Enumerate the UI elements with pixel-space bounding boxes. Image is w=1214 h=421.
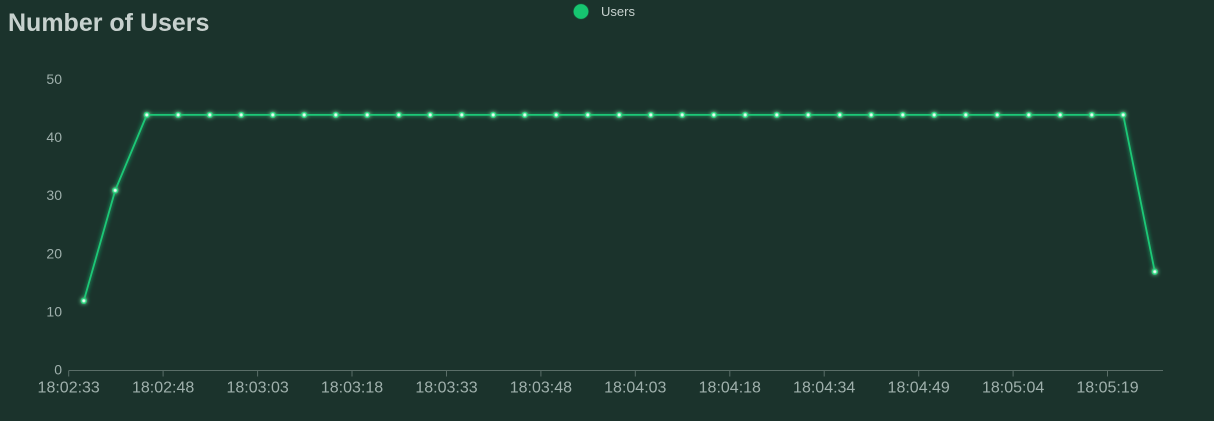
svg-text:20: 20 (46, 245, 62, 261)
svg-text:18:04:49: 18:04:49 (888, 380, 950, 397)
svg-text:18:02:33: 18:02:33 (38, 380, 100, 397)
svg-text:18:05:04: 18:05:04 (982, 380, 1044, 397)
svg-text:18:05:19: 18:05:19 (1076, 380, 1138, 397)
svg-text:18:04:03: 18:04:03 (604, 380, 666, 397)
svg-text:10: 10 (46, 303, 62, 319)
svg-text:18:04:34: 18:04:34 (793, 380, 855, 397)
svg-text:18:03:03: 18:03:03 (226, 380, 288, 397)
svg-text:40: 40 (46, 129, 62, 145)
svg-text:50: 50 (46, 71, 62, 87)
svg-text:0: 0 (54, 362, 62, 378)
svg-text:18:03:48: 18:03:48 (510, 380, 572, 397)
svg-text:18:04:18: 18:04:18 (699, 380, 761, 397)
svg-text:18:02:48: 18:02:48 (132, 380, 194, 397)
svg-text:30: 30 (46, 187, 62, 203)
svg-text:18:03:33: 18:03:33 (415, 380, 477, 397)
svg-text:18:03:18: 18:03:18 (321, 380, 383, 397)
